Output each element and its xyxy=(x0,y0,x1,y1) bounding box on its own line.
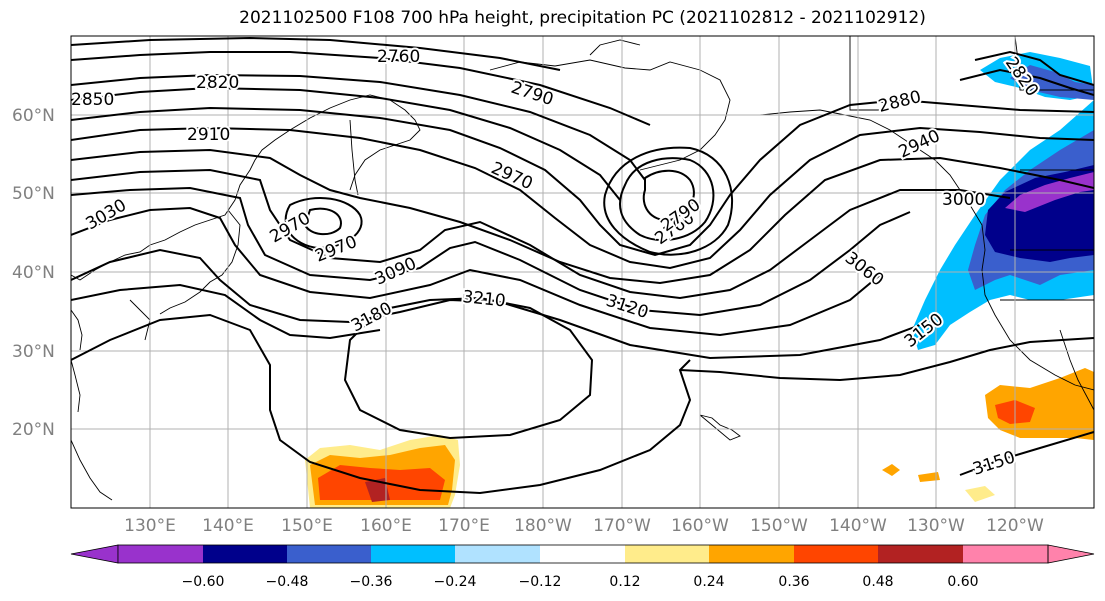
lon-label: 180°W xyxy=(514,516,572,536)
lat-label: 60°N xyxy=(12,106,55,126)
colorbar-swatch xyxy=(287,545,371,563)
lon-label: 140°W xyxy=(829,516,887,536)
lat-label: 40°N xyxy=(12,263,55,283)
colorbar-tick-label: 0.24 xyxy=(693,574,724,590)
lat-label: 20°N xyxy=(12,420,55,440)
colorbar-swatch xyxy=(963,545,1048,563)
map-frame xyxy=(70,35,1095,509)
colorbar-swatch xyxy=(878,545,963,563)
lon-label: 120°W xyxy=(986,516,1044,536)
colorbar-tick-label: 0.48 xyxy=(862,574,893,590)
colorbar-tick-label: −0.60 xyxy=(182,574,225,590)
longitude-labels: 130°E 140°E 150°E 160°E 170°E 180°W 170°… xyxy=(124,516,1044,536)
colorbar-swatch xyxy=(455,545,540,563)
lat-label: 50°N xyxy=(12,184,55,204)
lon-label: 150°W xyxy=(750,516,808,536)
contour-label: 2910 xyxy=(187,125,230,145)
contour-label: 2760 xyxy=(377,47,420,67)
colorbar-swatch xyxy=(118,545,203,563)
contour-label: 2850 xyxy=(71,90,114,110)
latitude-labels: 60°N 50°N 40°N 30°N 20°N xyxy=(12,106,55,440)
colorbar-tick-label: −0.24 xyxy=(434,574,477,590)
colorbar-tick-label: 0.12 xyxy=(609,574,640,590)
lon-label: 160°W xyxy=(671,516,729,536)
contour-label: 3000 xyxy=(942,190,985,210)
lat-label: 30°N xyxy=(12,342,55,362)
lon-label: 130°E xyxy=(124,516,176,536)
lon-label: 170°W xyxy=(593,516,651,536)
lon-label: 130°W xyxy=(907,516,965,536)
colorbar-tick-labels: −0.60 −0.48 −0.36 −0.24 −0.12 0.12 0.24 … xyxy=(182,574,979,590)
lon-label: 170°E xyxy=(438,516,490,536)
colorbar-extend-max xyxy=(1047,544,1095,564)
colorbar-tick-label: −0.36 xyxy=(350,574,393,590)
colorbar-outline xyxy=(117,544,1049,564)
colorbar-swatch xyxy=(625,545,709,563)
colorbar-swatch xyxy=(709,545,794,563)
map-plot-area: 2760 2790 2820 2850 2880 2910 2940 2970 … xyxy=(71,36,1094,508)
colorbar-tick-label: −0.12 xyxy=(519,574,562,590)
colorbar-swatch xyxy=(540,545,625,563)
coastlines xyxy=(71,36,1094,501)
lon-label: 140°E xyxy=(202,516,254,536)
colorbar-tick-label: 0.60 xyxy=(947,574,978,590)
colorbar: −0.60 −0.48 −0.36 −0.24 −0.12 0.12 0.24 … xyxy=(70,544,1095,590)
lon-label: 160°E xyxy=(360,516,412,536)
colorbar-swatch xyxy=(371,545,455,563)
colorbar-swatches xyxy=(70,544,1095,564)
map-title: 2021102500 F108 700 hPa height, precipit… xyxy=(239,8,926,28)
colorbar-tick-label: 0.36 xyxy=(778,574,809,590)
colorbar-swatch xyxy=(794,545,878,563)
colorbar-tick-label: −0.48 xyxy=(266,574,309,590)
height-contours xyxy=(71,36,1094,495)
contour-label: 2820 xyxy=(196,73,239,93)
colorbar-swatch xyxy=(203,545,287,563)
colorbar-extend-min xyxy=(70,544,119,564)
graticule xyxy=(71,36,1094,508)
lon-label: 150°E xyxy=(281,516,333,536)
